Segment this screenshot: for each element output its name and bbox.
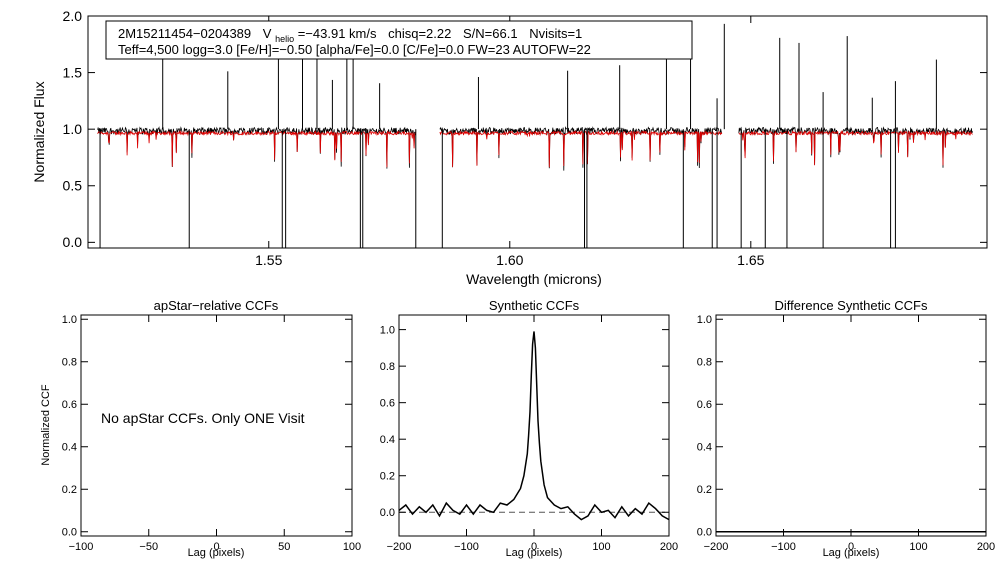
apstar-ccf-xlabel: Lag (pixels) xyxy=(188,547,245,559)
spectrum-header: 2M15211454−0204389 V helio =−43.91 km/s … xyxy=(105,20,693,60)
synthetic-ccf-title: Synthetic CCFs xyxy=(489,298,580,313)
spectrum-frame xyxy=(87,15,988,249)
synthetic-ccf-panel: Synthetic CCFs −200 −100 0 100 200 0.0 0.2 0.4 0… xyxy=(380,298,678,559)
difference-ccf-title: Difference Synthetic CCFs xyxy=(775,298,928,313)
header-vhelio-label: V xyxy=(263,26,272,41)
spectrum-xtick-label: 1.65 xyxy=(737,252,764,268)
header-box xyxy=(105,20,693,60)
synthetic-ccf-frame xyxy=(398,314,670,537)
synthetic-ccf-ytick-label: 0.0 xyxy=(380,507,395,519)
difference-ccf-frame xyxy=(715,314,987,537)
spectrum-ytick-label: 0.0 xyxy=(63,234,83,250)
header-vhelio-sub: helio xyxy=(275,34,294,44)
observed-spectrum-chip-3 xyxy=(738,126,973,168)
header-line-2: Teff=4,500 logg=3.0 [Fe/H]=−0.50 [alpha/… xyxy=(118,42,591,57)
apstar-ccf-annotation: No apStar CCFs. Only ONE Visit xyxy=(101,410,305,426)
spectrum-panel: 1.55 1.60 1.65 0.0 0.5 1.0 1.5 2.0 2M15211454−0… xyxy=(31,8,988,287)
synthetic-ccf-ytick-label: 0.2 xyxy=(380,471,395,483)
model-spectrum-chip-2 xyxy=(439,129,723,168)
synthetic-ccf-ytick-label: 0.6 xyxy=(380,398,395,410)
difference-ccf-xtick-label: 200 xyxy=(977,541,995,553)
spectrum-spikes xyxy=(99,22,937,248)
difference-ccf-xlabel: Lag (pixels) xyxy=(823,547,880,559)
apstar-ccf-xtick-label: 0 xyxy=(213,541,219,553)
apstar-ccf-ytick-label: 1.0 xyxy=(62,314,77,326)
apstar-ccf-ytick-label: 0.6 xyxy=(62,399,77,411)
spectrum-xlabel: Wavelength (microns) xyxy=(466,271,602,287)
header-line-1: 2M15211454−0204389 V helio =−43.91 km/s … xyxy=(118,26,582,45)
difference-ccf-ytick-label: 0.0 xyxy=(697,527,712,539)
spectrum-ytick-label: 2.0 xyxy=(63,8,83,24)
spectrum-xtick-label: 1.60 xyxy=(496,252,523,268)
header-chisq: chisq=2.22 xyxy=(388,26,451,41)
spectrum-ytick-label: 0.5 xyxy=(63,178,83,194)
difference-ccf-ytick-label: 0.2 xyxy=(697,484,712,496)
synthetic-ccf-ytick-label: 0.8 xyxy=(380,361,395,373)
synthetic-ccf-ytick-label: 0.4 xyxy=(380,434,395,446)
apstar-ccf-ytick-label: 0.8 xyxy=(62,357,77,369)
synthetic-ccf-xlabel: Lag (pixels) xyxy=(506,547,563,559)
ccf-curve xyxy=(398,331,670,521)
spectrum-ytick-label: 1.5 xyxy=(63,64,83,80)
synthetic-ccf-xtick-label: −100 xyxy=(454,541,479,553)
spectrum-ylabel: Normalized Flux xyxy=(31,81,47,182)
synthetic-ccf-ticks: −200 −100 0 100 200 0.0 0.2 0.4 0.6 0.8 1.0 xyxy=(380,315,678,553)
difference-ccf-ticks: −200 −100 0 100 200 0.0 0.2 0.4 0.6 0.8 1.0 xyxy=(697,314,995,553)
model-spectrum-chip-3 xyxy=(738,129,973,166)
difference-ccf-ytick-label: 0.8 xyxy=(697,357,712,369)
header-sn: S/N=66.1 xyxy=(463,26,518,41)
difference-ccf-ytick-label: 1.0 xyxy=(697,314,712,326)
synthetic-ccf-ytick-label: 1.0 xyxy=(380,324,395,336)
synthetic-ccf-xtick-label: 100 xyxy=(592,541,610,553)
spectrum-ytick-label: 1.0 xyxy=(63,121,83,137)
apstar-ccf-ytick-label: 0.2 xyxy=(62,484,77,496)
difference-ccf-ytick-label: 0.6 xyxy=(697,399,712,411)
apstar-ccf-xtick-label: −50 xyxy=(139,541,158,553)
spectrum-xtick-label: 1.55 xyxy=(255,252,282,268)
apstar-ccf-xtick-label: 100 xyxy=(343,541,361,553)
difference-ccf-xtick-label: 100 xyxy=(909,541,927,553)
synthetic-ccf-xtick-label: 200 xyxy=(660,541,678,553)
header-star-id: 2M15211454−0204389 xyxy=(118,26,251,41)
apstar-ccf-xtick-label: −100 xyxy=(69,541,94,553)
spectrum-traces xyxy=(97,126,973,171)
difference-ccf-xtick-label: 0 xyxy=(848,541,854,553)
difference-ccf-xtick-label: −200 xyxy=(704,541,729,553)
model-spectrum-chip-1 xyxy=(97,129,417,168)
apstar-ccf-ytick-label: 0.0 xyxy=(62,527,77,539)
apstar-ccf-ylabel: Normalized CCF xyxy=(40,384,52,466)
apstar-ccf-ytick-label: 0.4 xyxy=(62,442,77,454)
synthetic-ccf-plot xyxy=(398,331,670,521)
apstar-ccf-panel: apStar−relative CCFs −100 −50 0 50 100 0.0 0.2… xyxy=(40,298,361,559)
difference-ccf-ytick-label: 0.4 xyxy=(697,442,712,454)
synthetic-ccf-xtick-label: −200 xyxy=(387,541,412,553)
header-vhelio-value: =−43.91 km/s xyxy=(298,26,377,41)
apstar-ccf-xtick-label: 50 xyxy=(278,541,290,553)
difference-ccf-xtick-label: −100 xyxy=(771,541,796,553)
apstar-ccf-title: apStar−relative CCFs xyxy=(154,298,279,313)
synthetic-ccf-xtick-label: 0 xyxy=(531,541,537,553)
difference-ccf-panel: Difference Synthetic CCFs −200 −100 0 100 20… xyxy=(697,298,995,559)
apstar-ccf-ticks: −100 −50 0 50 100 0.0 0.2 0.4 0.6 0.8 1.0 xyxy=(62,314,361,553)
header-nvisits: Nvisits=1 xyxy=(529,26,582,41)
spectrum-ticks: 1.55 1.60 1.65 0.0 0.5 1.0 1.5 2.0 xyxy=(63,8,987,268)
